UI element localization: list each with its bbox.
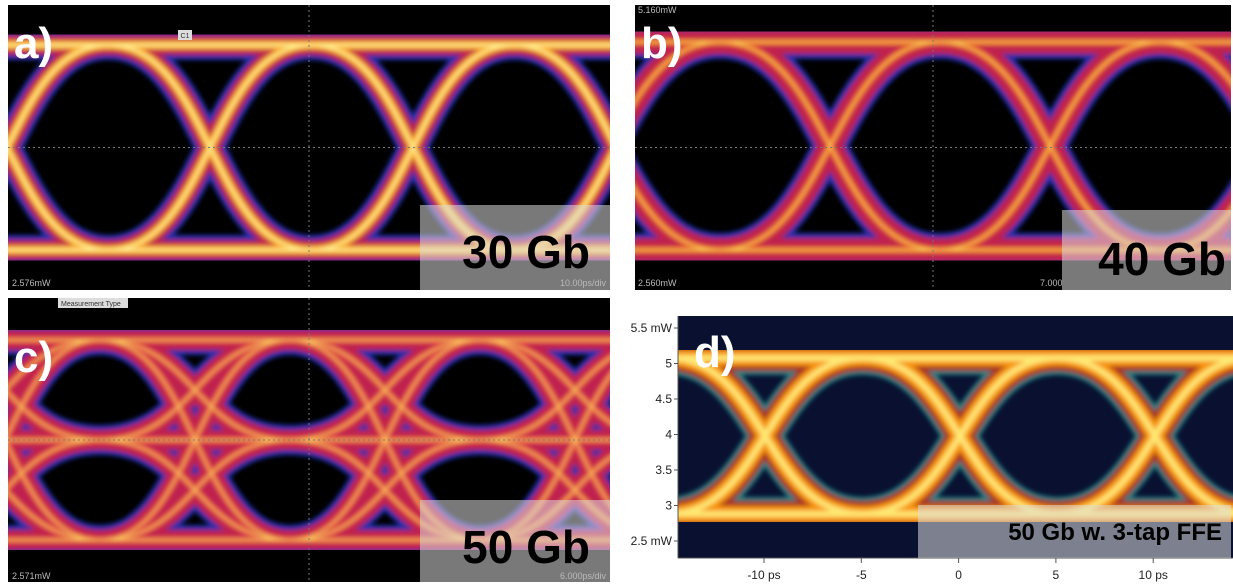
y-tick-label: 4 xyxy=(665,428,672,442)
readout: 10.00ps/div xyxy=(560,278,607,288)
readout: 2.560mW xyxy=(638,278,677,288)
readout: 6.000ps/div xyxy=(560,571,607,581)
panel-label: b) xyxy=(641,19,683,68)
rate-label: 40 Gb xyxy=(1098,233,1226,285)
rate-label: 50 Gb w. 3-tap FFE xyxy=(1008,519,1222,546)
readout: 7.000 xyxy=(1040,278,1063,288)
panel-label: d) xyxy=(694,328,736,377)
readout: 2.571mW xyxy=(12,571,51,581)
rate-label: 30 Gb xyxy=(462,226,590,278)
x-tick-label: -10 ps xyxy=(747,568,780,582)
figure: a) b) c) d) 30 Gb 40 Gb 50 Gb 50 Gb w. 3… xyxy=(0,0,1233,585)
readout: C1 xyxy=(181,33,190,40)
x-tick-label: 0 xyxy=(955,568,962,582)
y-tick-label: 4.5 xyxy=(655,392,672,406)
x-tick-label: -5 xyxy=(856,568,867,582)
panel-label: c) xyxy=(14,333,53,382)
y-tick-label: 3 xyxy=(665,499,672,513)
y-tick-label: 2.5 mW xyxy=(631,534,673,548)
readout: Measurement Type xyxy=(61,301,121,308)
y-tick-label: 5.5 mW xyxy=(631,321,673,335)
y-tick-label: 5 xyxy=(665,357,672,371)
x-tick-label: 10 ps xyxy=(1139,568,1168,582)
y-tick-label: 3.5 xyxy=(655,463,672,477)
readout: 5.160mW xyxy=(638,5,677,15)
rate-label: 50 Gb xyxy=(462,521,590,573)
panel-label: a) xyxy=(14,19,53,68)
x-tick-label: 5 xyxy=(1053,568,1060,582)
readout: 2.576mW xyxy=(12,278,51,288)
